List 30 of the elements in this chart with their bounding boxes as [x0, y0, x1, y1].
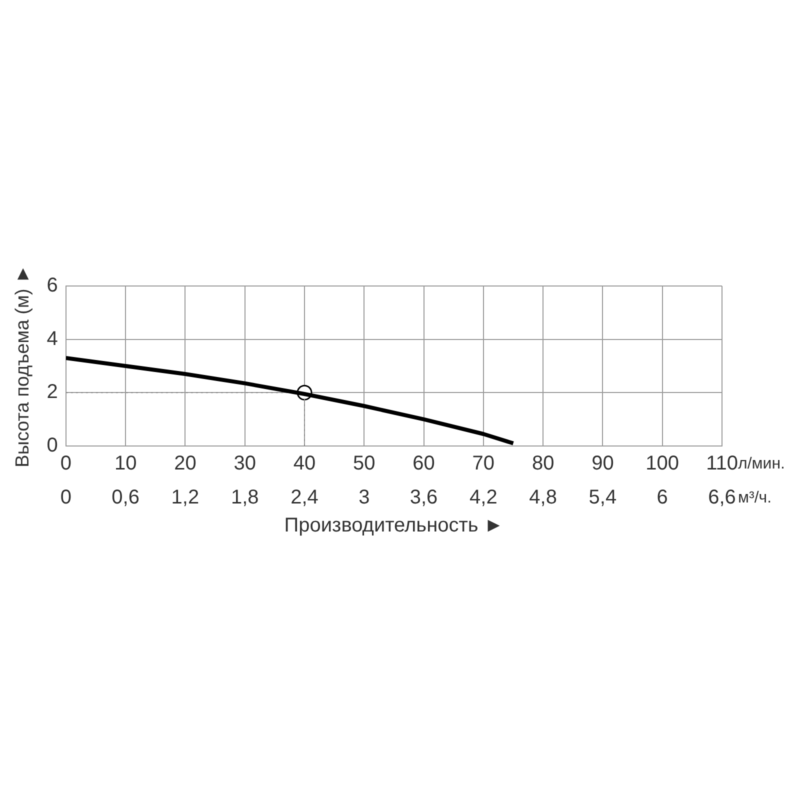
x2-tick-label: 0,6 [112, 486, 140, 509]
x-tick-label: 110 [706, 452, 738, 475]
x-tick-label: 10 [114, 452, 137, 475]
y-tick-label: 4 [46, 328, 58, 350]
y-axis-title: Высота подъема (м) ► [12, 264, 34, 468]
y-tick-label: 0 [46, 434, 58, 457]
x2-tick-label: 3,6 [410, 486, 438, 509]
x-tick-label: 50 [353, 452, 376, 475]
y-tick-label: 6 [46, 274, 58, 297]
x-tick-label: 60 [412, 452, 435, 475]
y-tick-label: 2 [46, 381, 58, 404]
x-axis-title: Производительность ► [284, 514, 504, 537]
x2-tick-label: 4,2 [470, 486, 498, 509]
x-tick-label: 20 [174, 452, 196, 475]
x2-tick-label: 1,8 [230, 486, 259, 509]
x2-tick-label: 6 [656, 486, 668, 509]
x2-tick-label: 4,8 [529, 486, 557, 509]
x-tick-label: 40 [293, 452, 316, 475]
x2-tick-label: 5,4 [588, 486, 617, 509]
x-tick-label: 100 [646, 452, 680, 475]
x2-tick-label: 3 [358, 486, 370, 509]
text: м³/ч. [738, 489, 772, 506]
x2-tick-label: 6,6 [708, 486, 736, 509]
x-tick-label: 80 [532, 452, 554, 475]
x-tick-label: 90 [592, 452, 614, 475]
x2-tick-label: 1,2 [171, 486, 200, 509]
x-tick-label: 30 [234, 452, 256, 475]
x2-tick-label: 2,4 [290, 486, 318, 509]
x-tick-label: 70 [472, 452, 495, 475]
text: л/мин. [738, 455, 785, 472]
